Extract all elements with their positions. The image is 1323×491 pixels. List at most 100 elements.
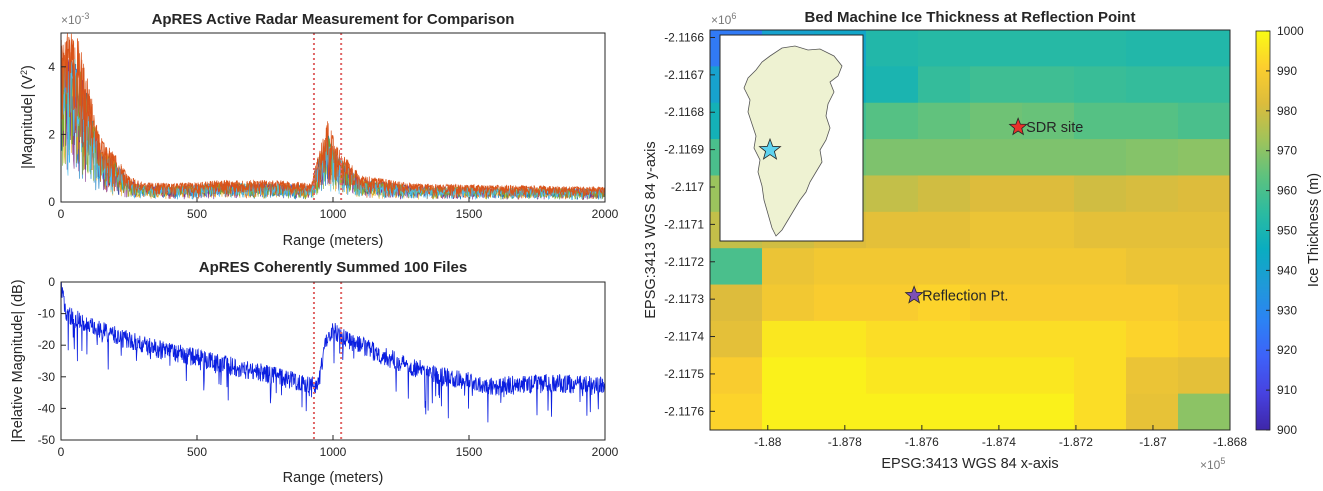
- colorbar-tick-label: 920: [1277, 343, 1297, 357]
- y-tick-label: -2.117: [671, 180, 704, 194]
- chart-c-y-exponent: ×106: [711, 11, 736, 27]
- heatmap-cell: [918, 30, 971, 67]
- greenland-outline: [743, 45, 843, 237]
- heatmap-cell: [710, 357, 763, 395]
- heatmap-cell: [1178, 30, 1231, 67]
- y-tick-label: -2.1171: [664, 217, 704, 231]
- point-label-reflection-pt: Reflection Pt.: [922, 288, 1008, 304]
- heatmap-cell: [710, 248, 763, 286]
- colorbar-tick-label: 910: [1277, 383, 1297, 397]
- heatmap-cell: [814, 357, 867, 395]
- heatmap-cell: [1178, 393, 1231, 431]
- heatmap-cell: [1022, 211, 1075, 249]
- heatmap-cell: [918, 284, 971, 322]
- heatmap-cell: [1178, 211, 1231, 249]
- chart-ice-thickness-map: Bed Machine Ice Thickness at Reflection …: [643, 9, 1322, 472]
- colorbar-tick-label: 940: [1277, 263, 1297, 277]
- x-tick-label: -1.876: [905, 435, 939, 449]
- x-tick-label: 2000: [592, 207, 619, 221]
- heatmap-cell: [866, 66, 919, 104]
- heatmap-cell: [970, 102, 1023, 140]
- heatmap-cell: [762, 248, 815, 286]
- heatmap-cell: [1178, 320, 1231, 358]
- heatmap-cell: [1178, 66, 1231, 104]
- heatmap-cell: [762, 357, 815, 395]
- heatmap-cell: [1178, 357, 1231, 395]
- heatmap-cell: [970, 357, 1023, 395]
- chart-a-y-axis-label: |Magnitude| (V2): [19, 65, 36, 169]
- heatmap-cell: [762, 284, 815, 322]
- y-tick-label: 2: [48, 127, 55, 141]
- heatmap-cell: [1178, 248, 1231, 286]
- heatmap-cell: [1126, 248, 1179, 286]
- y-tick-label: -2.1176: [664, 404, 704, 418]
- summed-signal-line: [61, 282, 605, 423]
- heatmap-cell: [1074, 284, 1127, 322]
- y-tick-label: -10: [38, 307, 56, 321]
- chart-c-axes-box: [709, 29, 1231, 431]
- heatmap-cell: [866, 284, 919, 322]
- heatmap-cell: [918, 139, 971, 176]
- x-tick-label: 500: [187, 445, 207, 459]
- heatmap-cell: [970, 139, 1023, 176]
- colorbar-tick-label: 900: [1277, 423, 1297, 437]
- heatmap-cell: [762, 320, 815, 358]
- y-tick-label: -40: [38, 401, 56, 415]
- chart-c-y-axis-label: EPSG:3413 WGS 84 y-axis: [643, 141, 659, 318]
- heatmap-cell: [866, 102, 919, 140]
- heatmap-cell: [1022, 102, 1075, 140]
- y-tick-label: -2.1174: [664, 330, 704, 344]
- heatmap-cell: [1126, 284, 1179, 322]
- heatmap-cell: [1022, 357, 1075, 395]
- y-tick-label: -2.1168: [664, 105, 704, 119]
- chart-coherent-sum: ApRES Coherently Summed 100 Files 0 500 10…: [10, 259, 619, 486]
- heatmap-cell: [918, 357, 971, 395]
- y-tick-label: -50: [38, 433, 56, 447]
- x-tick-label: -1.878: [828, 435, 862, 449]
- y-tick-label: -2.1167: [664, 68, 704, 82]
- colorbar: 900 910 920 930 940 950 960 970 980 990 1000 Ice T…: [1255, 24, 1322, 437]
- heatmap-cell: [1074, 393, 1127, 431]
- heatmap-cell: [1126, 393, 1179, 431]
- chart-c-x-axis-label: EPSG:3413 WGS 84 x-axis: [881, 456, 1058, 472]
- chart-a-exponent: ×10-3: [61, 11, 89, 27]
- x-tick-label: 1500: [456, 207, 483, 221]
- heatmap-cell: [970, 248, 1023, 286]
- heatmap-cell: [1022, 393, 1075, 431]
- heatmap-cell: [970, 320, 1023, 358]
- y-tick-label: -30: [38, 370, 56, 384]
- chart-c-title: Bed Machine Ice Thickness at Reflection …: [805, 9, 1136, 26]
- heatmap-cell: [866, 30, 919, 67]
- chart-b-x-axis-label: Range (meters): [283, 470, 384, 486]
- heatmap-cell: [1126, 175, 1179, 213]
- heatmap-cell: [1178, 175, 1231, 213]
- heatmap-cell: [918, 66, 971, 104]
- heatmap-cell: [1126, 66, 1179, 104]
- heatmap-cell: [866, 139, 919, 176]
- chart-b-axes-box: [60, 281, 606, 441]
- heatmap-cell: [1178, 284, 1231, 322]
- colorbar-tick-label: 980: [1277, 104, 1297, 118]
- series-line-5: [61, 59, 605, 201]
- heatmap-cell: [814, 284, 867, 322]
- series-line-main: [61, 33, 605, 199]
- y-tick-label: 4: [48, 60, 55, 74]
- y-tick-label: -2.1169: [664, 143, 704, 157]
- heatmap-cell: [970, 393, 1023, 431]
- x-tick-label: 2000: [592, 445, 619, 459]
- heatmap-cell: [1126, 139, 1179, 176]
- point-label-sdr-site: SDR site: [1026, 120, 1083, 136]
- heatmap-cell: [1074, 357, 1127, 395]
- heatmap-cell: [1022, 30, 1075, 67]
- x-tick-label: -1.88: [754, 435, 782, 449]
- x-tick-label: 0: [58, 207, 65, 221]
- heatmap-cell: [970, 175, 1023, 213]
- heatmap-cell: [866, 175, 919, 213]
- point-marker-reflection-pt: [904, 285, 924, 304]
- star-inset-marker: [758, 137, 782, 160]
- heatmap-cell: [710, 284, 763, 322]
- heatmap-cell: [1074, 102, 1127, 140]
- heatmap-cell: [970, 30, 1023, 67]
- heatmap-cell: [762, 393, 815, 431]
- y-tick-label: -2.1175: [664, 367, 704, 381]
